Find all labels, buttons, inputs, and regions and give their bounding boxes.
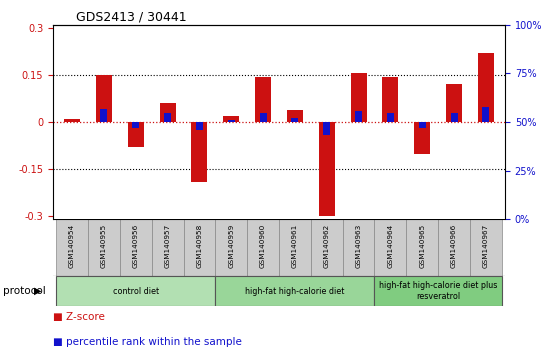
Text: high-fat high-calorie diet plus
resveratrol: high-fat high-calorie diet plus resverat… — [379, 281, 497, 301]
Text: GSM140967: GSM140967 — [483, 224, 489, 268]
Bar — [64, 119, 80, 122]
Bar — [291, 118, 299, 122]
Bar — [478, 53, 494, 122]
Bar — [191, 122, 208, 182]
Bar — [56, 219, 88, 276]
Text: GDS2413 / 30441: GDS2413 / 30441 — [76, 11, 186, 24]
Text: ■ Z-score: ■ Z-score — [53, 312, 105, 322]
Text: high-fat high-calorie diet: high-fat high-calorie diet — [245, 287, 345, 296]
Bar — [374, 219, 406, 276]
Bar — [196, 122, 203, 130]
Bar — [382, 76, 398, 122]
Bar — [446, 85, 462, 122]
Bar — [164, 113, 171, 122]
Bar — [387, 113, 394, 122]
Bar — [56, 276, 215, 306]
Bar — [355, 111, 362, 122]
Text: GSM140957: GSM140957 — [165, 224, 171, 268]
Text: ■ percentile rank within the sample: ■ percentile rank within the sample — [53, 337, 242, 347]
Bar — [184, 219, 215, 276]
Text: GSM140955: GSM140955 — [101, 224, 107, 268]
Bar — [255, 76, 271, 122]
Text: GSM140963: GSM140963 — [355, 224, 362, 268]
Bar — [343, 219, 374, 276]
Bar — [406, 219, 438, 276]
Bar — [418, 122, 426, 128]
Text: GSM140960: GSM140960 — [260, 224, 266, 268]
Bar — [215, 276, 374, 306]
Bar — [414, 122, 430, 154]
Bar — [96, 75, 112, 122]
Bar — [438, 219, 470, 276]
Bar — [160, 103, 176, 122]
Bar — [311, 219, 343, 276]
Bar — [350, 73, 367, 122]
Bar — [323, 122, 330, 135]
Bar — [287, 110, 303, 122]
Bar — [223, 116, 239, 122]
Text: GSM140966: GSM140966 — [451, 224, 457, 268]
Text: ▶: ▶ — [34, 286, 42, 296]
Bar — [247, 219, 279, 276]
Bar — [319, 122, 335, 216]
Bar — [132, 122, 140, 128]
Bar — [88, 219, 120, 276]
Bar — [470, 219, 502, 276]
Text: GSM140962: GSM140962 — [324, 224, 330, 268]
Text: GSM140959: GSM140959 — [228, 224, 234, 268]
Text: control diet: control diet — [113, 287, 159, 296]
Bar — [128, 122, 144, 147]
Bar — [100, 109, 108, 122]
Text: GSM140965: GSM140965 — [419, 224, 425, 268]
Bar — [215, 219, 247, 276]
Text: GSM140956: GSM140956 — [133, 224, 139, 268]
Bar — [120, 219, 152, 276]
Text: protocol: protocol — [3, 286, 46, 296]
Bar — [483, 107, 489, 122]
Text: GSM140958: GSM140958 — [196, 224, 203, 268]
Bar — [259, 113, 267, 122]
Text: GSM140964: GSM140964 — [387, 224, 393, 268]
Text: GSM140954: GSM140954 — [69, 224, 75, 268]
Bar — [228, 120, 235, 122]
Bar — [450, 113, 458, 122]
Text: GSM140961: GSM140961 — [292, 224, 298, 268]
Bar — [279, 219, 311, 276]
Bar — [374, 276, 502, 306]
Bar — [152, 219, 184, 276]
